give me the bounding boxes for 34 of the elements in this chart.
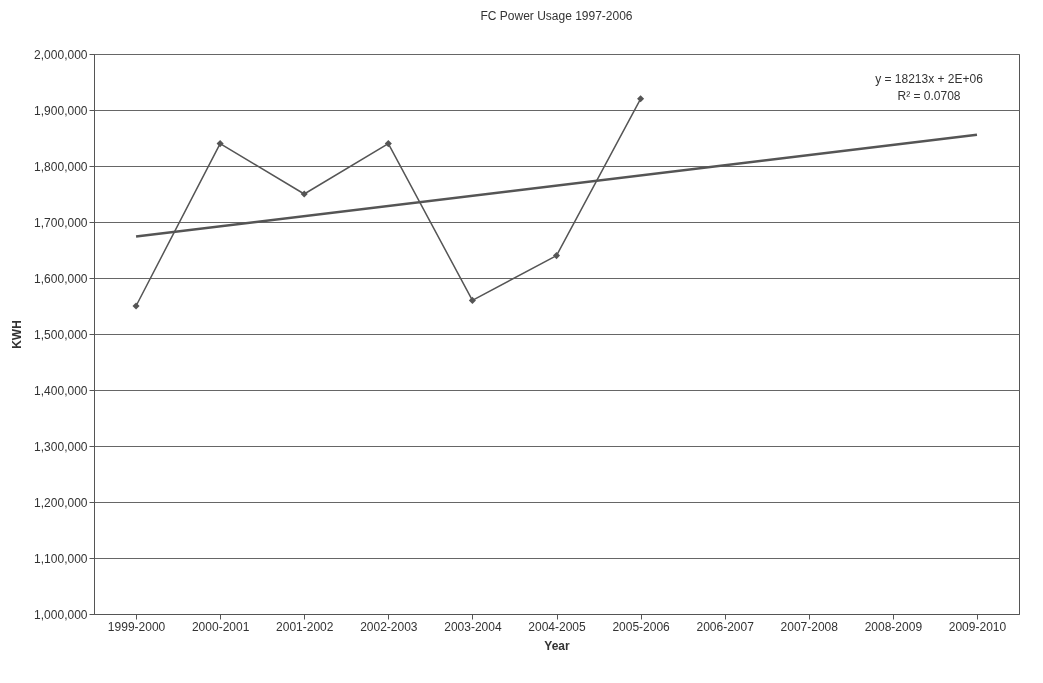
annotation: y = 18213x + 2E+06: [875, 72, 984, 86]
x-axis-title: Year: [544, 638, 571, 653]
x-tick-label: 2007-2008: [780, 619, 839, 634]
point: [300, 190, 308, 198]
x-tick-label: 2009-2010: [948, 619, 1007, 634]
point: [468, 296, 476, 304]
y-tick-label: 1,100,000: [34, 551, 88, 566]
y-tick-label: 1,000,000: [34, 607, 88, 622]
point: [132, 302, 140, 310]
point: [637, 95, 645, 103]
y-tick-label: 1,500,000: [34, 327, 88, 342]
y-tick-label: 1,700,000: [34, 215, 88, 230]
x-tick-label: 2001-2002: [276, 619, 334, 634]
y-tick-label: 1,900,000: [34, 103, 88, 118]
y-tick-label: 1,300,000: [34, 439, 88, 454]
x-tick-label: 2002-2003: [360, 619, 418, 634]
x-tick-label: 1999-2000: [107, 619, 166, 634]
point: [552, 252, 561, 260]
x-tick-label: 2004-2005: [528, 619, 587, 634]
y-axis-title: KWH: [10, 320, 25, 349]
x-tick-label: 2000-2001: [191, 619, 250, 634]
point: [216, 140, 224, 148]
x-tick-label: 2008-2009: [864, 619, 923, 634]
point: [384, 140, 392, 148]
x-tick-label: 2006-2007: [696, 619, 755, 634]
x-tick-label: 2005-2006: [612, 619, 671, 634]
y-tick-label: 1,600,000: [34, 271, 88, 286]
y-tick-label: 2,000,000: [34, 47, 88, 62]
y-tick-label: 1,200,000: [34, 495, 88, 510]
x-tick-label: 2003-2004: [444, 619, 502, 634]
annotation: R² = 0.0708: [897, 89, 961, 103]
y-tick-label: 1,400,000: [34, 383, 88, 398]
chart-title: FC Power Usage 1997-2006: [480, 9, 633, 23]
y-tick-label: 1,800,000: [34, 159, 88, 174]
